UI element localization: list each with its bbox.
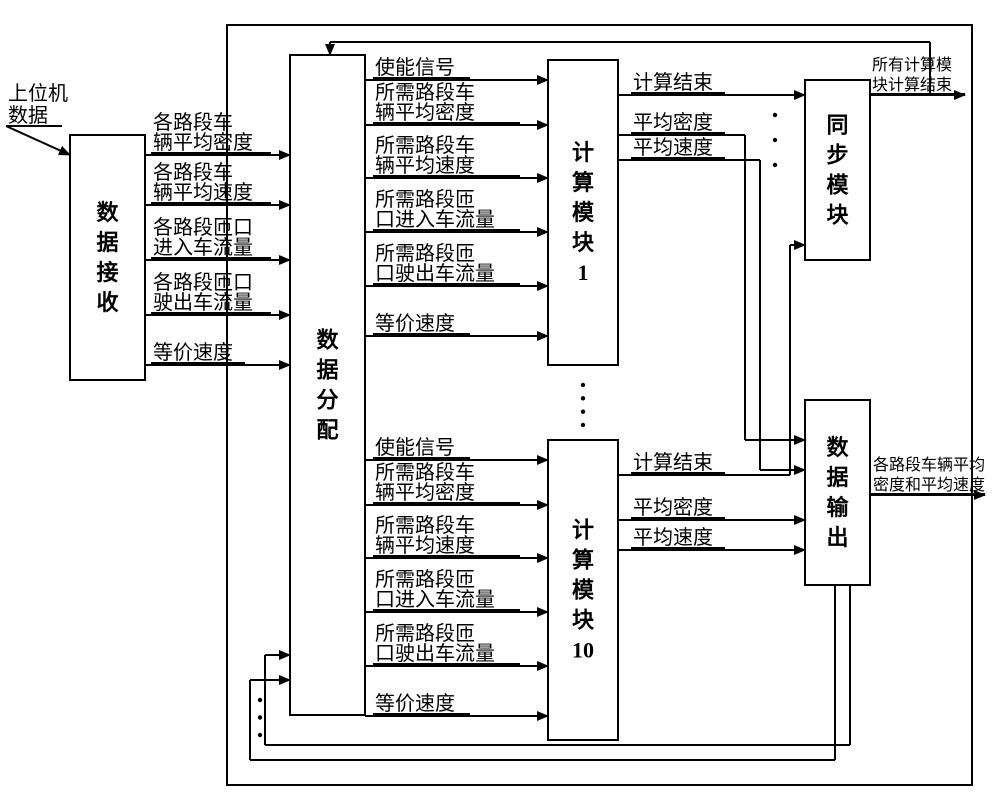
dist-to-calc10-label-0: 使能信号 (375, 436, 455, 459)
data-receive-title: 接 (96, 260, 118, 285)
dist-to-calc1-label-0: 使能信号 (375, 56, 455, 79)
sync-out-label: 块计算结束 (872, 75, 952, 94)
data-output-block (805, 400, 870, 585)
ellipsis-dot (258, 715, 262, 719)
data-receive-title: 数 (96, 200, 119, 225)
data-receive-title: 据 (96, 230, 118, 255)
calc10-speed-label: 平均速度 (633, 526, 713, 549)
calc10-done-label: 计算结束 (633, 451, 713, 474)
dist-to-calc1-label-3: 口进入车流量 (375, 208, 495, 231)
data-output-title: 出 (826, 525, 848, 550)
dist-to-calc10-label-1: 所需路段车 (375, 461, 475, 484)
calc-module-1-title: 块 (572, 230, 595, 255)
host-to-recv-arrow (6, 126, 70, 155)
recv-to-dist-label-2: 各路段匝口 (153, 216, 253, 239)
sync-module-title: 块 (826, 203, 849, 228)
recv-to-dist-label-2: 进入车流量 (153, 236, 253, 259)
recv-to-dist-label-0: 各路段车 (153, 111, 233, 134)
dist-to-calc10-label-3: 所需路段匝 (375, 568, 475, 591)
data-output-title: 数 (826, 435, 849, 460)
recv-to-dist-label-1: 各路段车 (153, 161, 233, 184)
sync-out-label: 所有计算模 (872, 55, 952, 74)
calc-module-1-title: 算 (572, 170, 594, 195)
dist-to-calc1-label-1: 辆平均密度 (375, 101, 475, 124)
calc1-speed-label: 平均速度 (633, 136, 713, 159)
data-distribute-title: 分 (316, 388, 338, 413)
final-out-label: 各路段车辆平均 (873, 456, 985, 474)
ellipsis-dot (773, 163, 777, 167)
recv-to-dist-label-0: 辆平均密度 (153, 131, 253, 154)
sync-module-title: 同 (826, 113, 848, 138)
calc-module-1-title: 计 (572, 140, 594, 165)
calc-module-10-title: 块 (572, 608, 595, 633)
ellipsis-dot (258, 733, 262, 737)
dist-to-calc1-label-5: 等价速度 (375, 312, 455, 335)
sync-module-title: 步 (826, 143, 848, 168)
calc-module-10-title: 计 (572, 518, 594, 543)
sync-module-title: 模 (826, 173, 849, 198)
dist-to-calc10-label-2: 所需路段车 (375, 514, 475, 537)
dist-to-calc10-label-5: 等价速度 (375, 692, 455, 715)
ellipsis-dot (773, 138, 777, 142)
data-output-title: 据 (826, 465, 848, 490)
data-distribute-title: 据 (316, 358, 338, 383)
host-data-label: 数据 (8, 104, 48, 127)
ellipsis-dot (581, 383, 585, 387)
calc-module-1-title-num: 1 (578, 260, 589, 285)
dist-to-calc1-label-1: 所需路段车 (375, 81, 475, 104)
dist-to-calc10-label-1: 辆平均密度 (375, 481, 475, 504)
recv-to-dist-label-4: 等价速度 (153, 341, 233, 364)
recv-to-dist-label-1: 辆平均速度 (153, 181, 253, 204)
data-receive-title: 收 (96, 290, 118, 315)
recv-to-dist-label-3: 驶出车流量 (153, 291, 253, 314)
dist-to-calc1-label-4: 口驶出车流量 (375, 262, 495, 285)
data-output-title: 输 (826, 495, 849, 520)
calc-module-10-title: 模 (572, 578, 595, 603)
host-data-label: 上位机 (8, 82, 68, 105)
ellipsis-dot (581, 423, 585, 427)
sync-module-block (805, 80, 870, 260)
ellipsis-dot (581, 409, 585, 413)
ellipsis-dot (581, 396, 585, 400)
final-out-label: 密度和平均速度 (873, 476, 985, 494)
calc-module-1-title: 模 (572, 200, 595, 225)
dist-to-calc1-label-3: 所需路段匝 (375, 188, 475, 211)
dist-to-calc10-label-2: 辆平均速度 (375, 534, 475, 557)
dist-to-calc1-label-2: 所需路段车 (375, 134, 475, 157)
recv-to-dist-label-3: 各路段匝口 (153, 271, 253, 294)
calc-module-10-title: 算 (572, 548, 594, 573)
dist-to-calc10-label-4: 所需路段匝 (375, 622, 475, 645)
dist-to-calc1-label-2: 辆平均速度 (375, 154, 475, 177)
data-receive-block (70, 135, 145, 380)
ellipsis-dot (258, 698, 262, 702)
ellipsis-dot (773, 113, 777, 117)
dist-to-calc10-label-4: 口驶出车流量 (375, 642, 495, 665)
dist-to-calc10-label-3: 口进入车流量 (375, 588, 495, 611)
dist-to-calc1-label-4: 所需路段匝 (375, 242, 475, 265)
data-distribute-title: 数 (316, 328, 339, 353)
calc1-density-label: 平均密度 (633, 111, 713, 134)
data-distribute-title: 配 (316, 418, 338, 443)
calc-module-10-title-num: 10 (572, 638, 594, 663)
calc10-density-label: 平均密度 (633, 496, 713, 519)
calc1-done-label: 计算结束 (633, 71, 713, 94)
data-distribute-block (290, 55, 365, 715)
